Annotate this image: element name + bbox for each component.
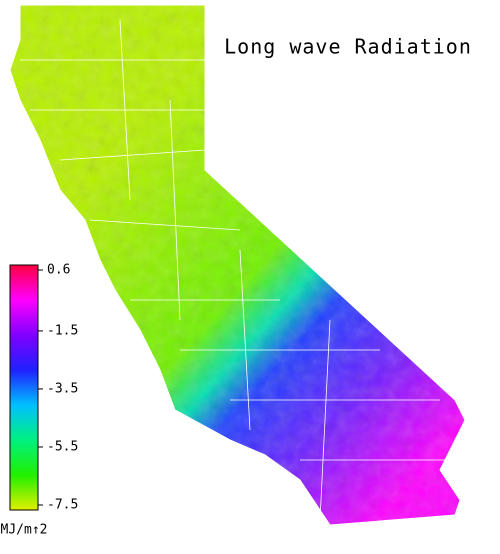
- colorbar-tick-label: -7.5: [47, 498, 78, 513]
- colorbar-tick-label: -5.5: [47, 439, 78, 454]
- map-title: Long wave Radiation: [224, 35, 472, 59]
- colorbar-tick-label: -1.5: [47, 323, 78, 338]
- colorbar-tick-label: -3.5: [47, 381, 78, 396]
- colorbar-unit: MJ/m↑2: [1, 523, 48, 538]
- colorbar: [9, 264, 39, 511]
- colorbar-tick-label: 0.6: [47, 263, 70, 278]
